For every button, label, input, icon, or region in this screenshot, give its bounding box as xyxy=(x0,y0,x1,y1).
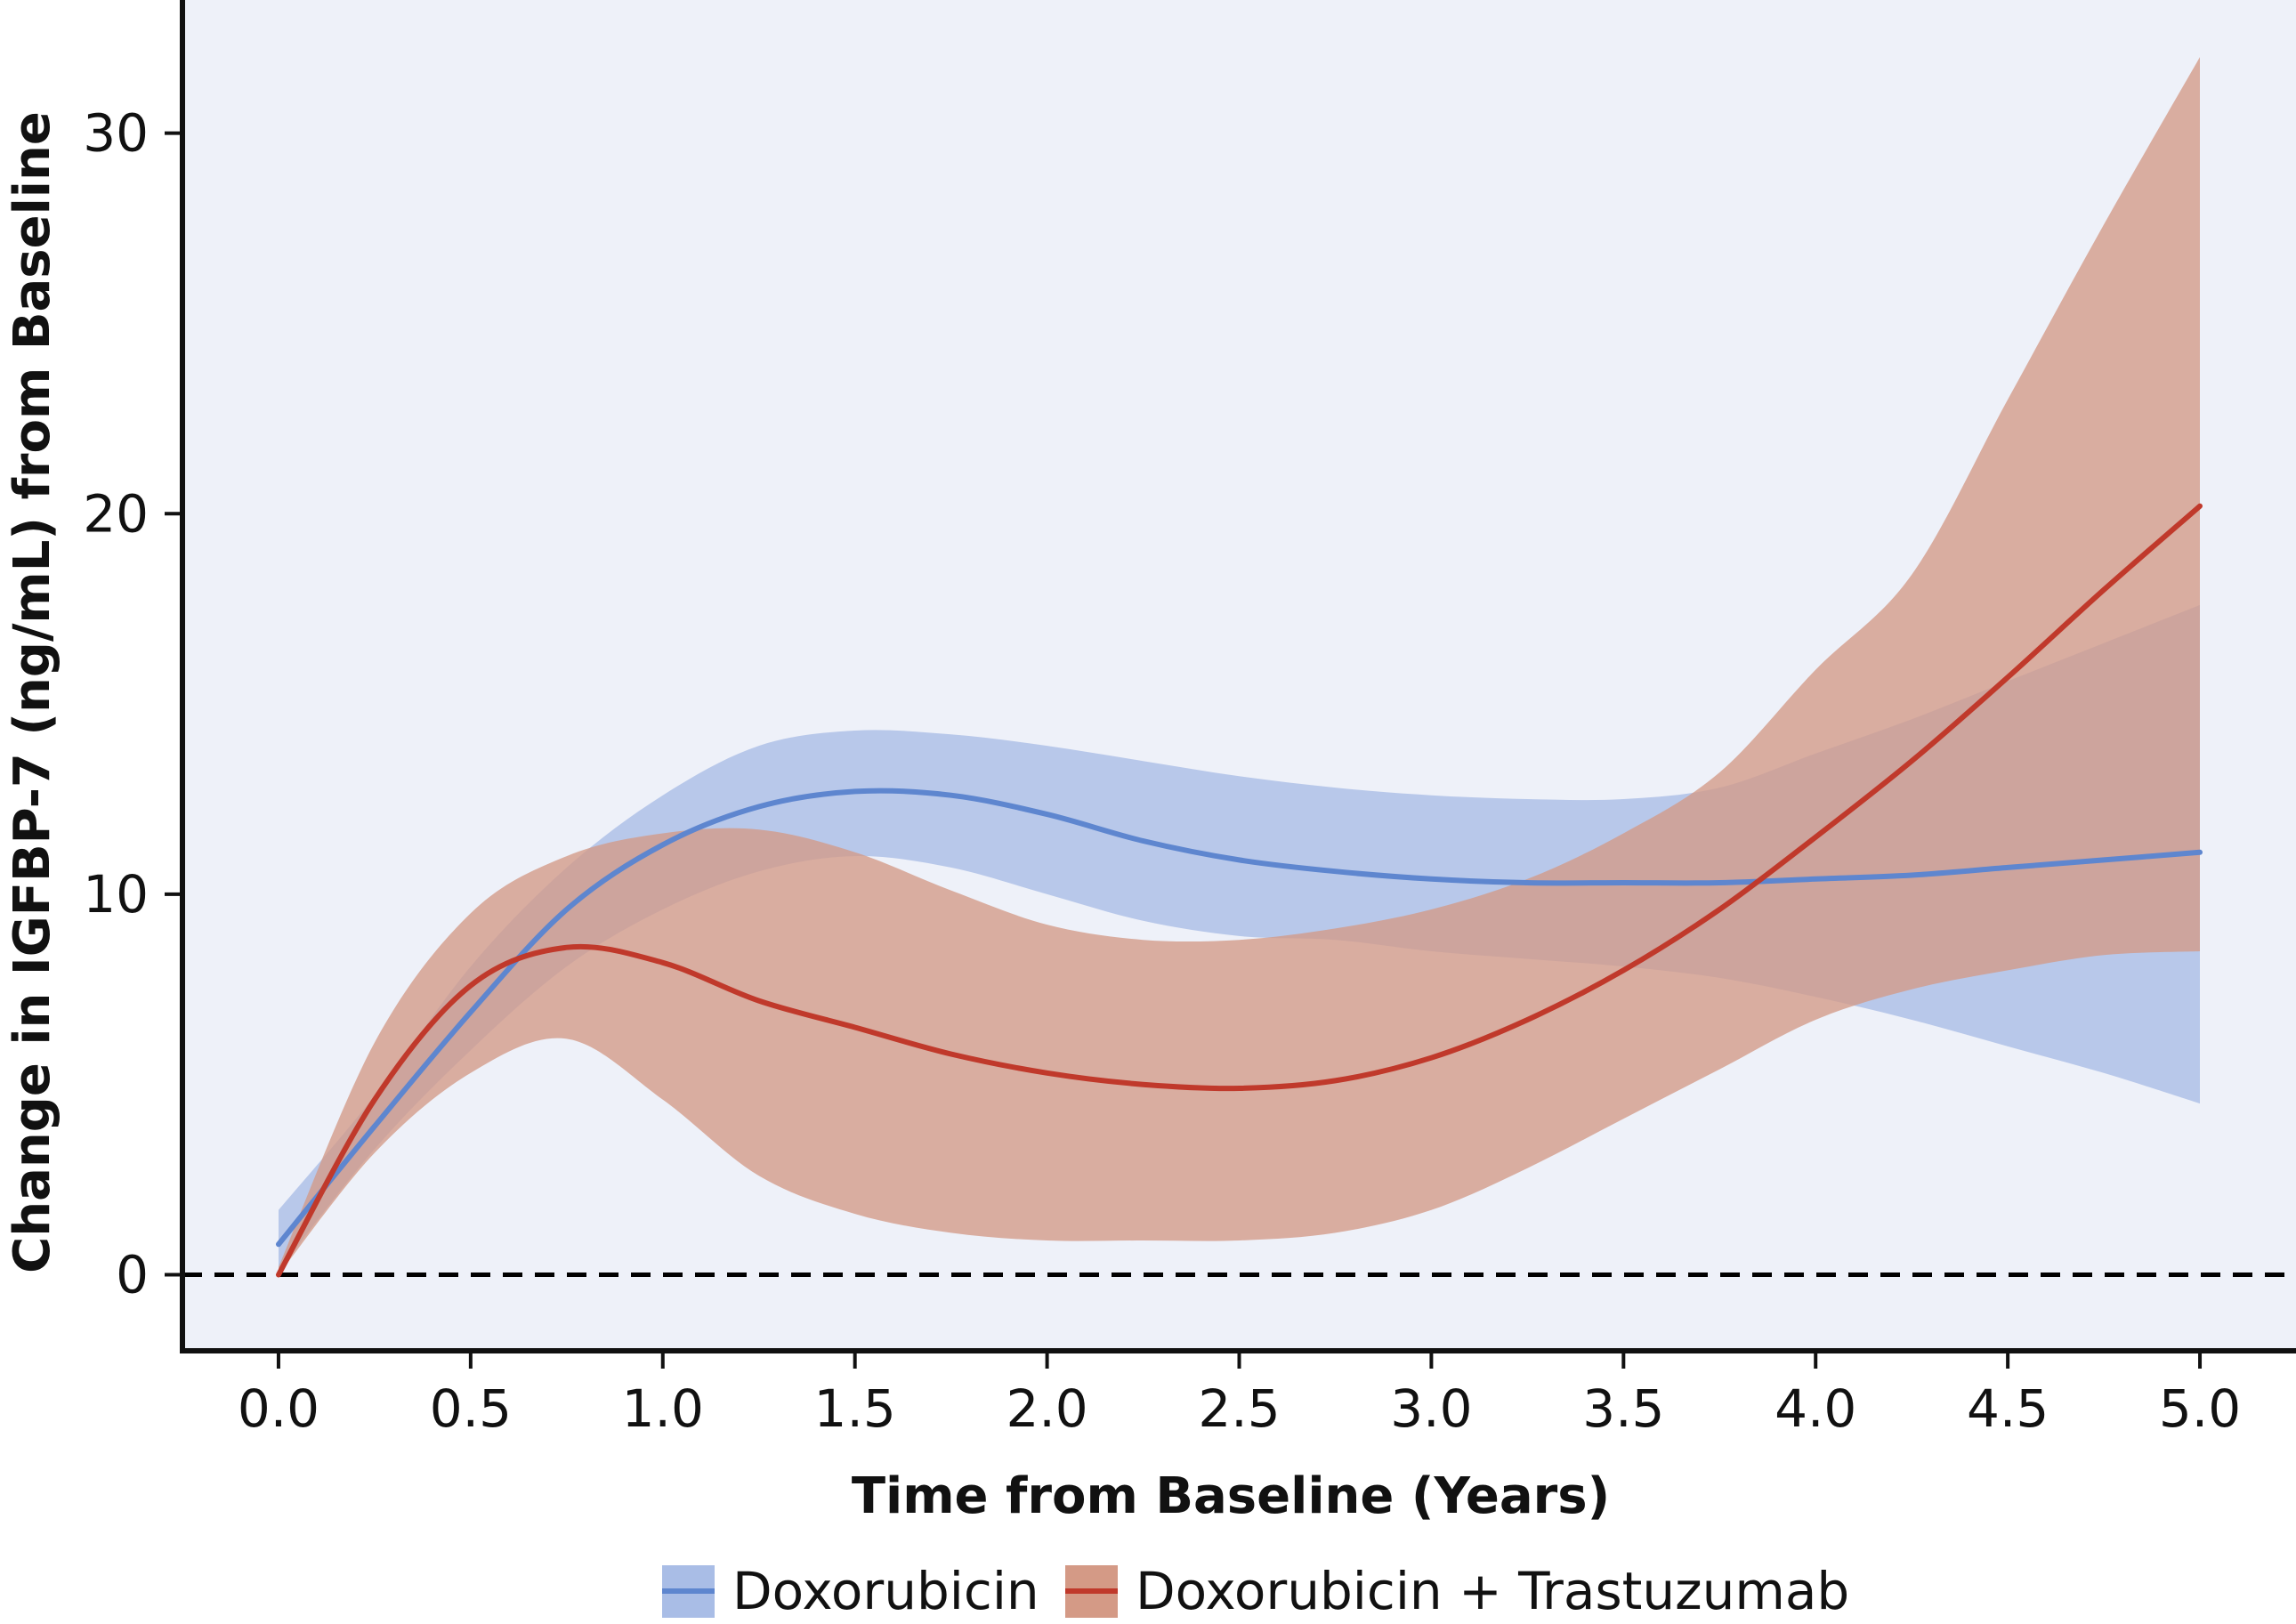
legend-item-doxorubicin-trastuzumab: Doxorubicin + Trastuzumab xyxy=(1065,1561,1849,1621)
legend-label-doxorubicin-trastuzumab: Doxorubicin + Trastuzumab xyxy=(1136,1561,1849,1621)
x-tick-label: 3.5 xyxy=(1582,1378,1664,1439)
x-tick-label: 4.0 xyxy=(1775,1378,1856,1439)
x-tick-label: 2.5 xyxy=(1198,1378,1280,1439)
x-tick-label: 1.5 xyxy=(814,1378,896,1439)
x-axis-ticks: 0.0 0.5 1.0 1.5 2.0 2.5 3.0 3.5 4.0 4.5 5.0 xyxy=(238,1351,2241,1439)
series-lines xyxy=(276,503,2203,1278)
confidence-band-doxorubicin xyxy=(279,604,2200,1272)
y-tick-label: 10 xyxy=(83,864,149,925)
legend-item-doxorubicin: Doxorubicin xyxy=(662,1561,1039,1621)
x-tick-label: 5.0 xyxy=(2159,1378,2241,1439)
legend-label-doxorubicin: Doxorubicin xyxy=(732,1561,1039,1621)
series-line-doxorubicin xyxy=(276,788,2203,1248)
x-tick-label: 1.0 xyxy=(622,1378,704,1439)
legend: Doxorubicin Doxorubicin + Trastuzumab xyxy=(662,1561,1849,1621)
x-tick-label: 4.5 xyxy=(1967,1378,2049,1439)
x-tick-label: 3.0 xyxy=(1390,1378,1472,1439)
x-axis-title: Time from Baseline (Years) xyxy=(852,1467,1610,1525)
x-tick-label: 2.0 xyxy=(1006,1378,1087,1439)
series-line-doxorubicin-trastuzumab xyxy=(276,503,2203,1278)
y-tick-label: 30 xyxy=(83,103,149,164)
y-axis-title: Change in IGFBP-7 (ng/mL) from Baseline xyxy=(4,111,61,1273)
x-tick-label: 0.5 xyxy=(430,1378,512,1439)
y-axis-ticks: 0 10 20 30 xyxy=(83,103,182,1305)
confidence-band-doxorubicin-trastuzumab xyxy=(279,57,2200,1275)
y-tick-label: 0 xyxy=(116,1244,149,1305)
x-tick-label: 0.0 xyxy=(238,1378,319,1439)
y-tick-label: 20 xyxy=(83,483,149,544)
confidence-bands xyxy=(279,57,2200,1275)
